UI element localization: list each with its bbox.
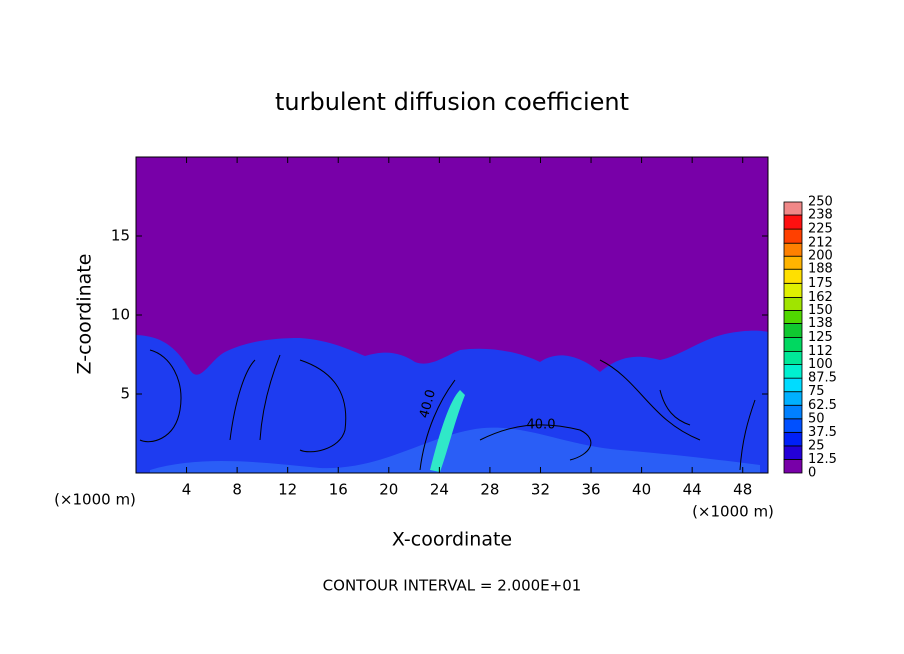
x-unit-label: (×1000 m) <box>54 491 136 509</box>
colorbar-label: 150 <box>808 303 833 318</box>
x-tick-label: 36 <box>581 481 600 499</box>
colorbar-label: 62.5 <box>808 398 837 413</box>
y-tick-label: 15 <box>111 227 130 245</box>
x-unit-label: (×1000 m) <box>692 503 774 521</box>
x-tick-label: 44 <box>683 481 702 499</box>
colorbar-label: 162 <box>808 290 833 305</box>
colorbar-label: 225 <box>808 222 833 237</box>
colorbar-box <box>783 255 803 270</box>
colorbar-label: 12.5 <box>808 452 837 467</box>
colorbar-label: 37.5 <box>808 425 837 440</box>
colorbar-label: 50 <box>808 411 825 426</box>
footer: CONTOUR INTERVAL = 2.000E+01 <box>323 577 582 595</box>
colorbar-label: 238 <box>808 208 833 223</box>
colorbar-box <box>783 445 803 460</box>
x-tick-label: 20 <box>379 481 398 499</box>
colorbar-box <box>783 214 803 230</box>
colorbar-box <box>783 431 803 447</box>
contour-label: 40.0 <box>417 388 439 420</box>
y-tick-label: 10 <box>111 306 130 324</box>
x-tick-label: 24 <box>430 481 449 499</box>
colorbar-box <box>783 228 803 244</box>
colorbar-label: 75 <box>808 384 825 399</box>
contour-label: 40.0 <box>527 418 556 433</box>
colorbar-label: 188 <box>808 262 833 277</box>
y-tick-label: 5 <box>120 385 130 403</box>
x-tick-label: 12 <box>278 481 297 499</box>
colorbar-label: 0 <box>808 466 816 481</box>
colorbar-box <box>783 364 803 379</box>
contour-line <box>139 349 701 461</box>
colorbar-box <box>783 282 803 298</box>
colorbar-box <box>783 391 803 406</box>
colorbar-label: 175 <box>808 276 833 291</box>
y-axis-label: Z-coordinate <box>74 254 96 375</box>
colorbar-box <box>783 268 803 284</box>
x-tick-label: 40 <box>632 481 651 499</box>
x-tick-label: 32 <box>531 481 550 499</box>
colorbar-label: 125 <box>808 330 833 345</box>
colorbar-label: 212 <box>808 236 833 251</box>
colorbar-box <box>783 242 803 257</box>
colorbar-box <box>783 309 803 324</box>
colorbar-box <box>783 351 803 366</box>
colorbar-box <box>783 377 803 393</box>
colorbar-label: 250 <box>808 195 833 210</box>
colorbar-box <box>783 323 803 338</box>
colorbar-box <box>783 337 803 352</box>
chart-title: turbulent diffusion coefficient <box>275 88 629 116</box>
x-tick-label: 16 <box>329 481 348 499</box>
colorbar-label: 25 <box>808 438 825 453</box>
x-axis-label: X-coordinate <box>392 529 512 551</box>
colorbar-label: 200 <box>808 249 833 264</box>
field-region <box>430 390 465 472</box>
colorbar-box <box>783 459 803 474</box>
contour-line <box>229 354 756 471</box>
x-tick-label: 4 <box>182 481 192 499</box>
colorbar-box <box>783 404 803 420</box>
colorbar-label: 87.5 <box>808 371 837 386</box>
colorbar-box <box>783 418 803 433</box>
colorbar-label: 138 <box>808 316 833 331</box>
field-region <box>150 427 760 473</box>
x-tick-label: 48 <box>733 481 752 499</box>
x-tick-label: 8 <box>232 481 242 499</box>
colorbar-box <box>783 201 803 216</box>
x-tick-label: 28 <box>480 481 499 499</box>
colorbar-label: 112 <box>808 344 833 359</box>
colorbar-label: 100 <box>808 357 833 372</box>
colorbar-box <box>783 296 803 311</box>
